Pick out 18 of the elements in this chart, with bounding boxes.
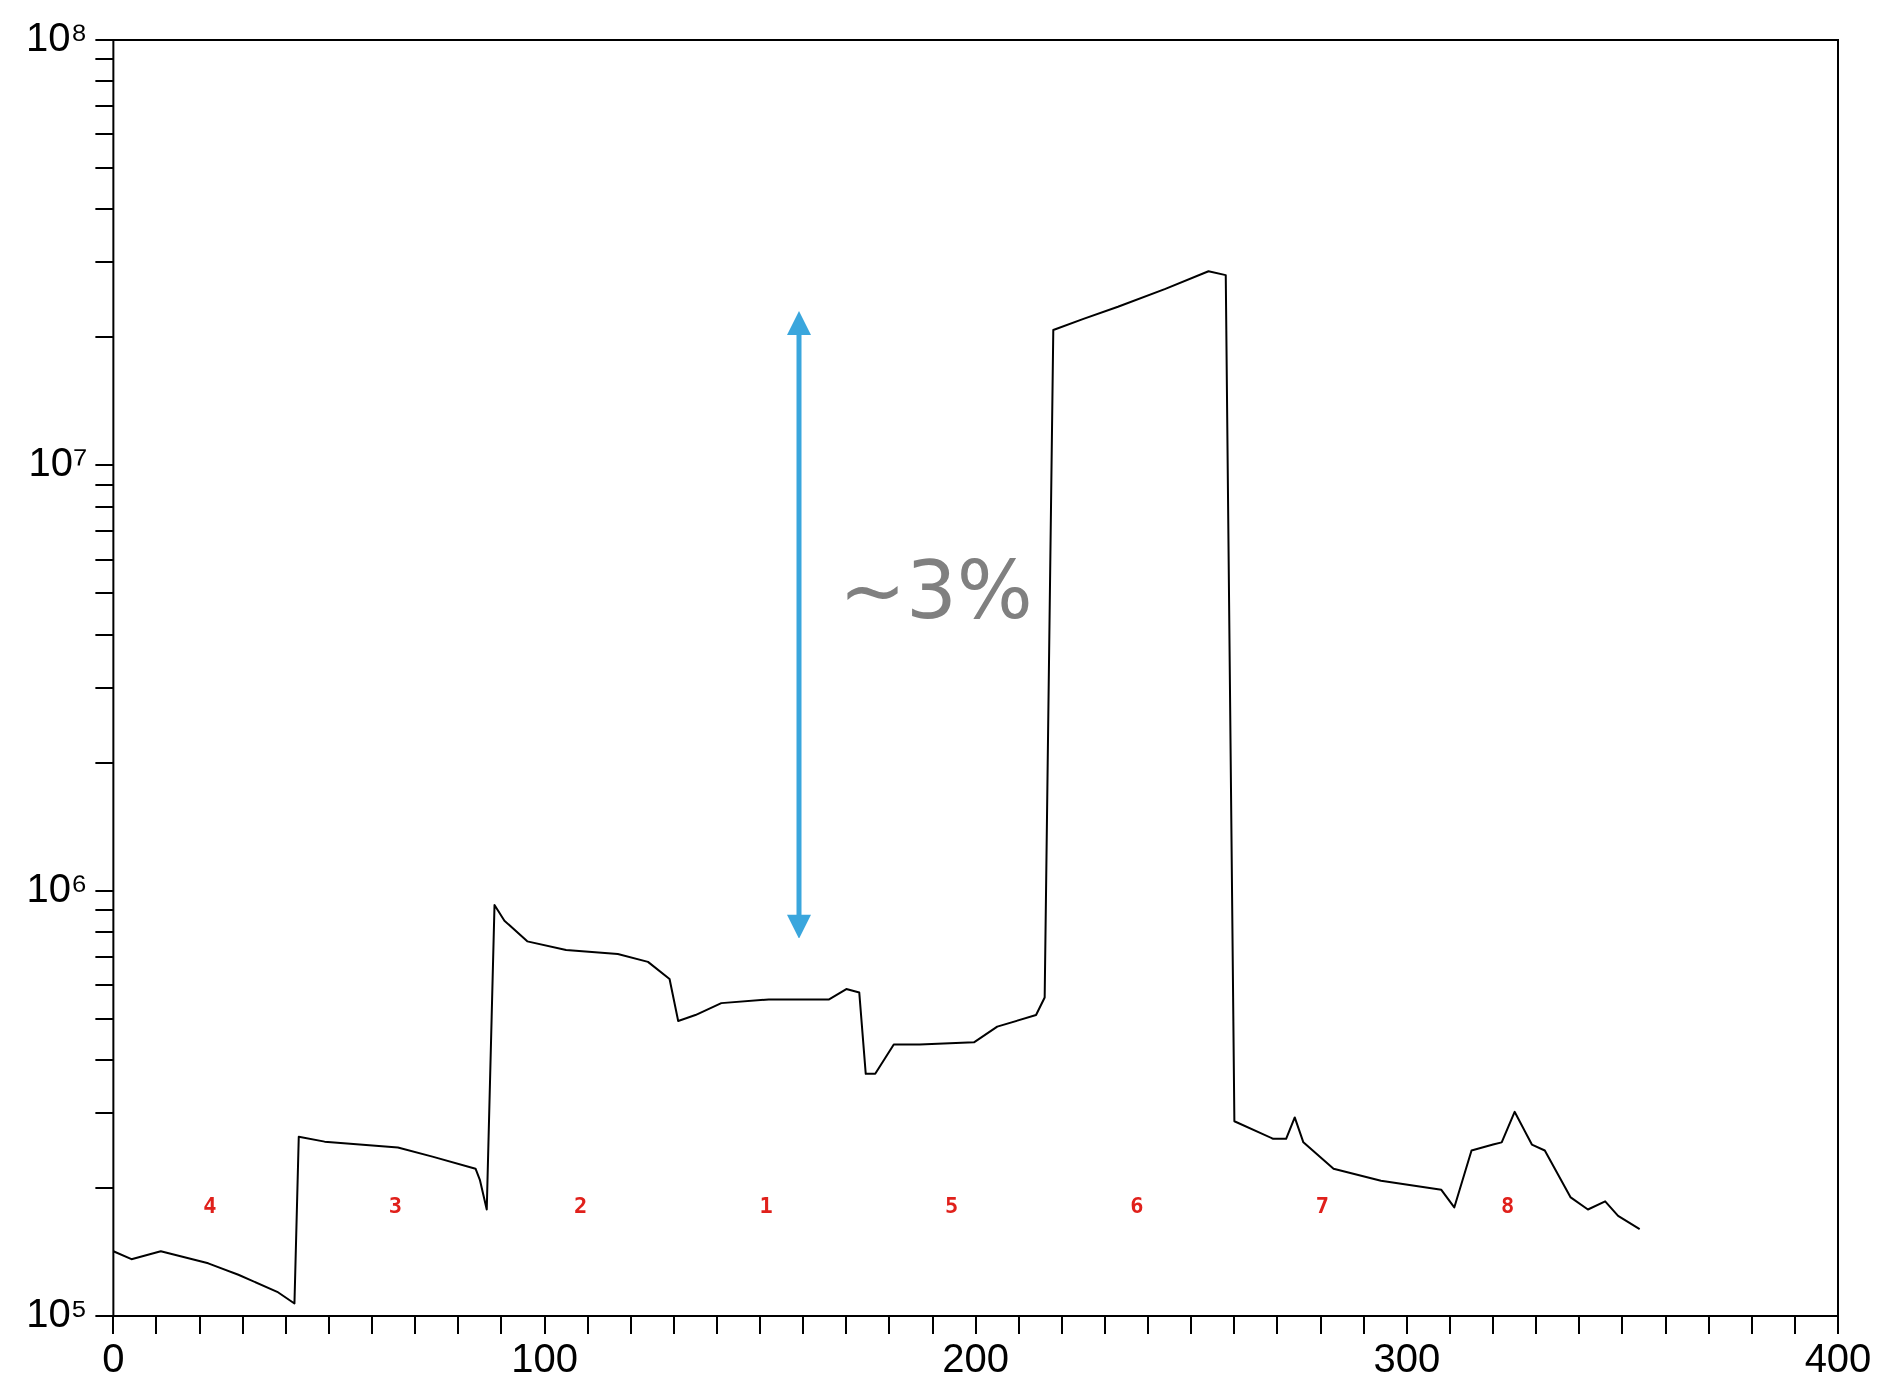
y-tick-label: 10⁷: [28, 440, 88, 485]
annotation: 2: [574, 1193, 588, 1219]
annotation: 3: [388, 1193, 402, 1219]
x-tick-label: 100: [511, 1336, 578, 1381]
x-tick-label: 300: [1373, 1336, 1441, 1381]
annotation: 5: [944, 1193, 959, 1219]
annotation: ~3%: [838, 544, 1033, 638]
annotation: 7: [1315, 1193, 1329, 1219]
y-tick-label: 10⁵: [26, 1291, 88, 1336]
y-tick-label: 10⁶: [26, 865, 88, 910]
annotation: 6: [1130, 1193, 1144, 1219]
x-tick-label: 200: [942, 1336, 1010, 1381]
annotation: 4: [203, 1193, 217, 1219]
x-tick-label: 0: [102, 1336, 125, 1381]
annotation: 1: [759, 1193, 773, 1219]
annotation: 8: [1501, 1193, 1515, 1219]
x-tick-label: 400: [1804, 1336, 1872, 1381]
y-tick-label: 10⁸: [25, 15, 88, 60]
